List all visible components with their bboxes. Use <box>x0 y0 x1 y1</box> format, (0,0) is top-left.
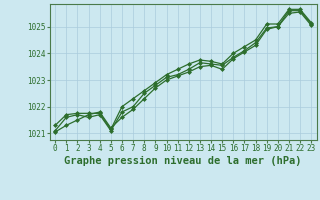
X-axis label: Graphe pression niveau de la mer (hPa): Graphe pression niveau de la mer (hPa) <box>64 156 302 166</box>
